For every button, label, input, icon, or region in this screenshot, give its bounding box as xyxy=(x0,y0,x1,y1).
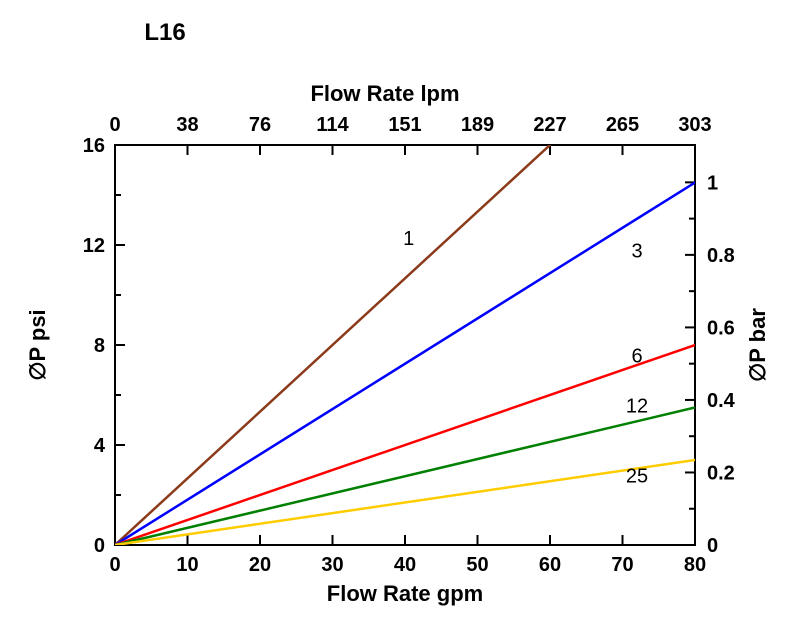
x-bottom-tick-label: 0 xyxy=(109,554,120,576)
chart-title: L16 xyxy=(144,19,185,46)
y-left-tick-label: 4 xyxy=(94,435,106,457)
y-right-title: ∅P bar xyxy=(745,308,770,382)
y-right-tick-label: 0.8 xyxy=(707,245,735,267)
y-left-tick-label: 0 xyxy=(94,535,105,557)
series-label: 12 xyxy=(626,396,648,418)
x-top-title: Flow Rate lpm xyxy=(310,81,459,106)
series-label: 25 xyxy=(626,466,648,488)
x-top-tick-label: 0 xyxy=(109,114,120,136)
chart-container: 01020304050607080Flow Rate gpm0387611415… xyxy=(0,0,808,644)
x-bottom-tick-label: 60 xyxy=(539,554,561,576)
y-left-tick-label: 12 xyxy=(83,235,105,257)
x-bottom-tick-label: 10 xyxy=(176,554,198,576)
x-bottom-tick-label: 70 xyxy=(611,554,633,576)
series-label: 6 xyxy=(631,346,642,368)
x-bottom-tick-label: 40 xyxy=(394,554,416,576)
x-bottom-tick-label: 80 xyxy=(684,554,706,576)
y-left-tick-label: 16 xyxy=(83,135,105,157)
x-top-tick-label: 38 xyxy=(176,114,198,136)
x-top-tick-label: 189 xyxy=(461,114,494,136)
y-right-tick-label: 0 xyxy=(707,535,718,557)
x-bottom-tick-label: 50 xyxy=(466,554,488,576)
series-label: 3 xyxy=(631,241,642,263)
y-left-tick-label: 8 xyxy=(94,335,105,357)
x-top-tick-label: 303 xyxy=(678,114,711,136)
y-right-tick-label: 0.2 xyxy=(707,462,735,484)
x-top-tick-label: 227 xyxy=(533,114,566,136)
series-label: 1 xyxy=(403,228,414,250)
x-top-tick-label: 151 xyxy=(388,114,421,136)
y-right-tick-label: 1 xyxy=(707,172,718,194)
y-right-tick-label: 0.4 xyxy=(707,390,736,412)
x-bottom-tick-label: 20 xyxy=(249,554,271,576)
chart-svg: 01020304050607080Flow Rate gpm0387611415… xyxy=(0,0,808,644)
x-top-tick-label: 265 xyxy=(606,114,639,136)
x-bottom-tick-label: 30 xyxy=(321,554,343,576)
x-top-tick-label: 76 xyxy=(249,114,271,136)
x-bottom-title: Flow Rate gpm xyxy=(327,581,483,606)
x-top-tick-label: 114 xyxy=(316,114,349,136)
y-right-tick-label: 0.6 xyxy=(707,317,735,339)
y-left-title: ∅P psi xyxy=(25,309,50,380)
